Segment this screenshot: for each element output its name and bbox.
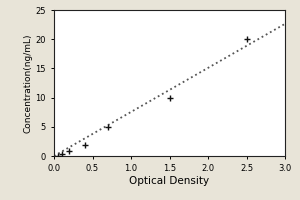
X-axis label: Optical Density: Optical Density: [129, 176, 210, 186]
Y-axis label: Concentration(ng/mL): Concentration(ng/mL): [23, 33, 32, 133]
